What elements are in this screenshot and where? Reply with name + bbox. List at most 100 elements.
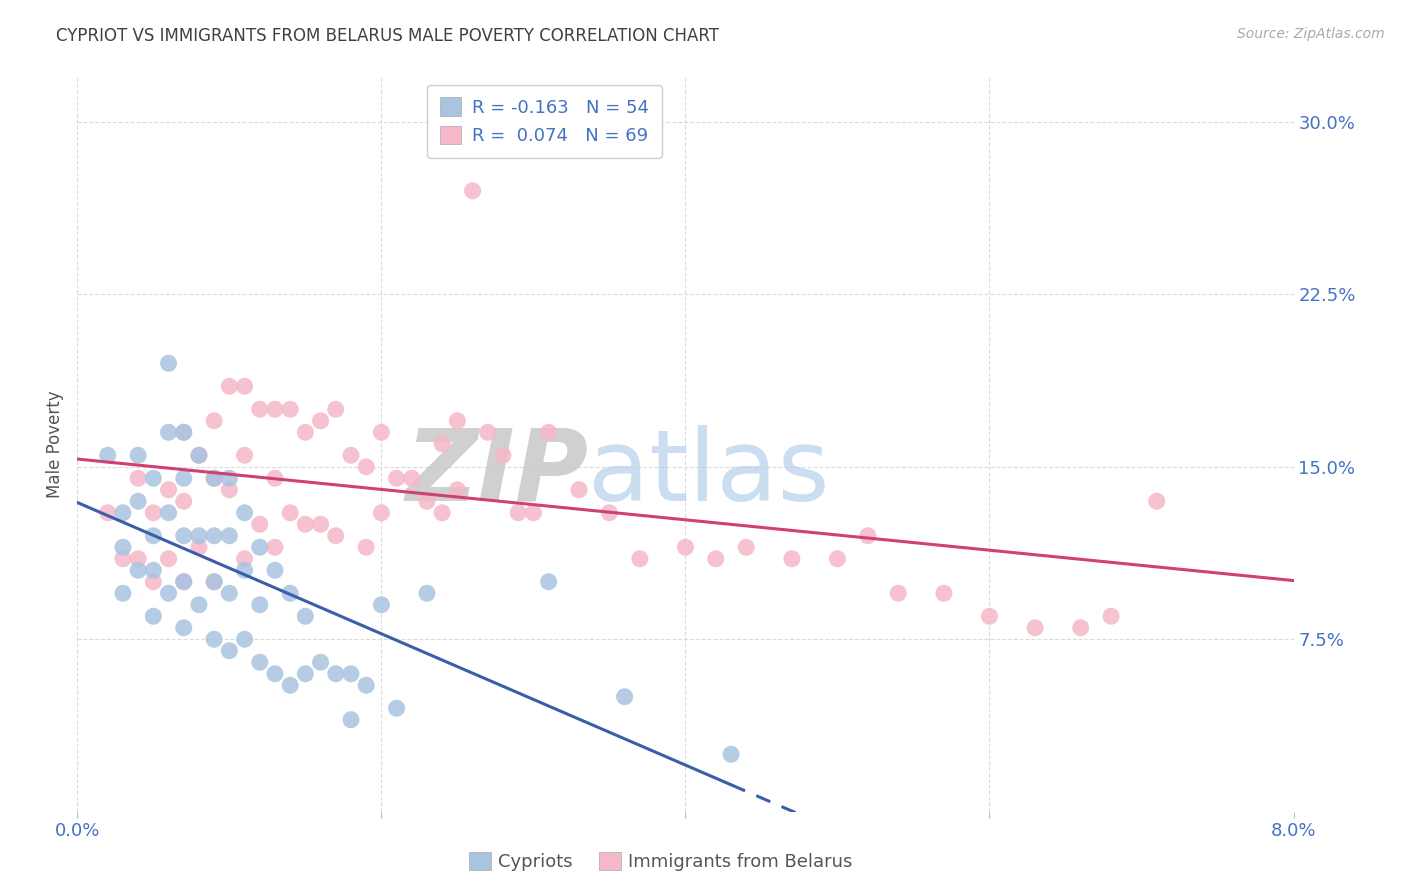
Point: [354, 678, 377, 692]
Point: [142, 506, 165, 520]
Point: [97, 506, 120, 520]
Point: [233, 551, 256, 566]
Point: [202, 471, 225, 485]
Point: [508, 506, 530, 520]
Point: [157, 356, 180, 370]
Point: [188, 598, 211, 612]
Text: CYPRIOT VS IMMIGRANTS FROM BELARUS MALE POVERTY CORRELATION CHART: CYPRIOT VS IMMIGRANTS FROM BELARUS MALE …: [56, 27, 720, 45]
Point: [340, 448, 363, 462]
Legend: R = -0.163   N = 54, R =  0.074   N = 69: R = -0.163 N = 54, R = 0.074 N = 69: [427, 85, 662, 158]
Point: [188, 529, 211, 543]
Point: [218, 483, 240, 497]
Y-axis label: Male Poverty: Male Poverty: [46, 390, 65, 498]
Point: [416, 494, 439, 508]
Point: [188, 448, 211, 462]
Point: [704, 551, 727, 566]
Point: [142, 471, 165, 485]
Point: [188, 541, 211, 555]
Point: [202, 574, 225, 589]
Point: [827, 551, 849, 566]
Point: [309, 655, 332, 669]
Point: [142, 529, 165, 543]
Point: [675, 541, 697, 555]
Point: [157, 506, 180, 520]
Point: [249, 541, 271, 555]
Point: [613, 690, 636, 704]
Point: [309, 414, 332, 428]
Point: [127, 494, 149, 508]
Point: [142, 609, 165, 624]
Point: [173, 529, 195, 543]
Point: [127, 551, 149, 566]
Point: [294, 517, 316, 532]
Point: [932, 586, 955, 600]
Point: [354, 541, 377, 555]
Point: [416, 586, 439, 600]
Point: [278, 402, 301, 417]
Point: [628, 551, 651, 566]
Point: [127, 563, 149, 577]
Point: [157, 586, 180, 600]
Point: [173, 574, 195, 589]
Point: [157, 551, 180, 566]
Point: [264, 471, 287, 485]
Point: [446, 483, 468, 497]
Point: [294, 609, 316, 624]
Point: [598, 506, 620, 520]
Legend: Cypriots, Immigrants from Belarus: Cypriots, Immigrants from Belarus: [461, 845, 860, 879]
Point: [325, 666, 347, 681]
Point: [537, 425, 560, 440]
Point: [111, 551, 134, 566]
Point: [233, 379, 256, 393]
Point: [218, 471, 240, 485]
Point: [325, 402, 347, 417]
Point: [173, 425, 195, 440]
Point: [340, 713, 363, 727]
Point: [188, 448, 211, 462]
Point: [432, 506, 454, 520]
Point: [249, 402, 271, 417]
Point: [1099, 609, 1122, 624]
Point: [1146, 494, 1168, 508]
Point: [1024, 621, 1046, 635]
Point: [173, 494, 195, 508]
Point: [202, 632, 225, 647]
Point: [218, 379, 240, 393]
Point: [401, 471, 423, 485]
Point: [385, 471, 408, 485]
Text: Source: ZipAtlas.com: Source: ZipAtlas.com: [1237, 27, 1385, 41]
Point: [173, 425, 195, 440]
Point: [202, 471, 225, 485]
Point: [233, 563, 256, 577]
Point: [385, 701, 408, 715]
Point: [202, 414, 225, 428]
Point: [157, 425, 180, 440]
Point: [278, 506, 301, 520]
Point: [720, 747, 742, 762]
Point: [477, 425, 499, 440]
Point: [522, 506, 544, 520]
Point: [278, 678, 301, 692]
Text: atlas: atlas: [588, 425, 830, 522]
Point: [278, 586, 301, 600]
Point: [218, 529, 240, 543]
Point: [264, 563, 287, 577]
Point: [325, 529, 347, 543]
Point: [461, 184, 484, 198]
Point: [142, 563, 165, 577]
Point: [370, 506, 392, 520]
Point: [218, 586, 240, 600]
Point: [370, 425, 392, 440]
Point: [370, 598, 392, 612]
Point: [233, 448, 256, 462]
Point: [249, 655, 271, 669]
Point: [340, 666, 363, 681]
Point: [264, 402, 287, 417]
Point: [249, 517, 271, 532]
Point: [492, 448, 515, 462]
Point: [127, 471, 149, 485]
Point: [780, 551, 803, 566]
Text: ZIP: ZIP: [405, 425, 588, 522]
Point: [218, 644, 240, 658]
Point: [97, 448, 120, 462]
